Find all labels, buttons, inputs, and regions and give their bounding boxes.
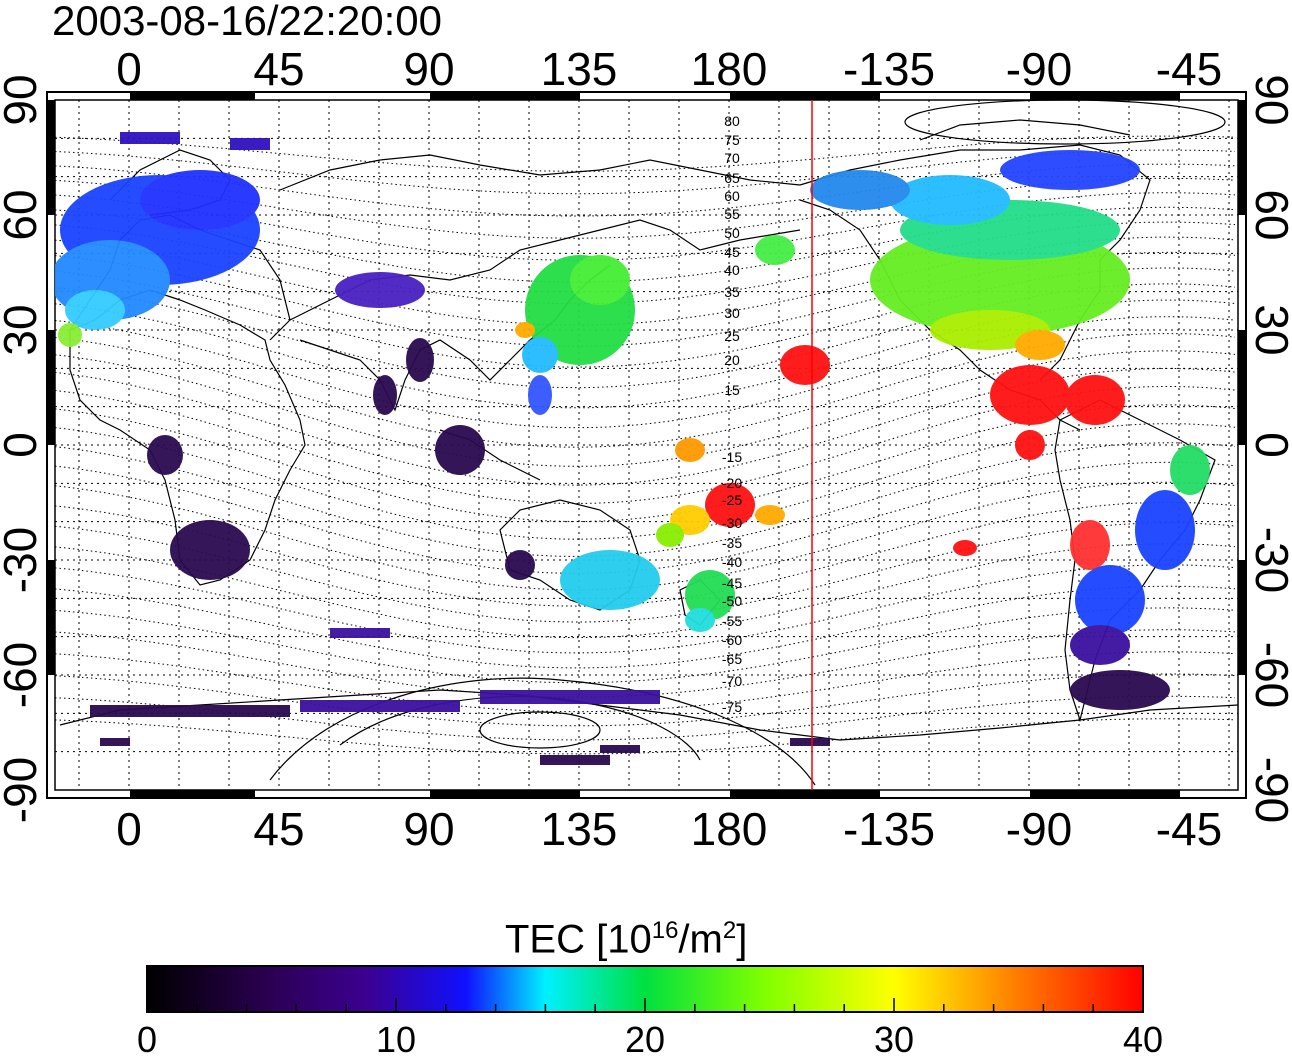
contour-label: -35: [722, 535, 742, 551]
contour-label: -60: [722, 632, 742, 648]
lon-tick-bottom: -90: [1006, 803, 1072, 855]
lon-tick-bottom: 45: [253, 803, 304, 855]
lon-tick-top: 135: [541, 43, 618, 95]
contour-label: -70: [722, 673, 742, 689]
contour-label: 80: [724, 113, 740, 129]
lon-tick-top: -90: [1006, 43, 1072, 95]
lon-tick-top: -135: [843, 43, 935, 95]
axis-labels: 0045459090135135180180-135-135-90-90-45-…: [0, 43, 1292, 855]
lon-tick-top: -45: [1156, 43, 1222, 95]
contour-label: -50: [722, 593, 742, 609]
lat-tick-left: -90: [0, 757, 46, 823]
colorbar-tick-label: 30: [873, 1019, 915, 1060]
contour-label: -20: [722, 475, 742, 491]
colorbar-tick-label: 40: [1122, 1019, 1164, 1060]
contour-label: 45: [724, 244, 740, 260]
contour-label: -55: [722, 613, 742, 629]
contour-label: 70: [724, 150, 740, 166]
lat-tick-right: -90: [1246, 757, 1292, 823]
lat-tick-right: 30: [1246, 304, 1292, 355]
contour-label: 65: [724, 170, 740, 186]
contour-labels: 80 75 70 65 60 55 50 45 40 35 30 25 20 15 -15 -20-25 -30…: [722, 113, 742, 715]
tec-data: [55, 132, 1210, 765]
lat-tick-left: 90: [0, 74, 46, 125]
contour-label: -25: [722, 492, 742, 508]
lon-tick-bottom: -45: [1156, 803, 1222, 855]
contour-label: 75: [724, 132, 740, 148]
contour-label: 20: [724, 352, 740, 368]
contour-label: 35: [724, 284, 740, 300]
lon-tick-bottom: 180: [691, 803, 768, 855]
lat-tick-left: -60: [0, 642, 46, 708]
lat-tick-right: -30: [1246, 527, 1292, 593]
contour-label: 15: [724, 382, 740, 398]
lat-tick-left: 30: [0, 304, 46, 355]
colorbar-tick-label: 0: [136, 1019, 158, 1060]
contour-label: -15: [722, 449, 742, 465]
contour-label: 40: [724, 262, 740, 278]
contour-label: 60: [724, 188, 740, 204]
lon-tick-top: 90: [403, 43, 454, 95]
frame-ticks: [47, 92, 1246, 798]
contour-label: 50: [724, 225, 740, 241]
lon-tick-top: 45: [253, 43, 304, 95]
contour-label: 55: [724, 206, 740, 222]
lon-tick-top: 180: [691, 43, 768, 95]
lat-tick-right: 60: [1246, 189, 1292, 240]
lon-tick-bottom: -135: [843, 803, 935, 855]
contour-label: -65: [722, 651, 742, 667]
lat-tick-right: -60: [1246, 642, 1292, 708]
contour-label: -40: [722, 554, 742, 570]
colorbar-tick-label: 20: [624, 1019, 666, 1060]
colorbar-tick-marks: [146, 998, 1144, 1012]
colorbar-tick-label: 10: [375, 1019, 417, 1060]
lat-tick-left: -30: [0, 527, 46, 593]
lon-tick-bottom: 90: [403, 803, 454, 855]
contour-label: 25: [724, 328, 740, 344]
plot-title: 2003-08-16/22:20:00: [52, 0, 442, 44]
lat-tick-left: 0: [0, 432, 46, 458]
colorbar-title: TEC [1016/m2]: [505, 917, 748, 962]
contour-label: -30: [722, 515, 742, 531]
contour-label: -75: [722, 699, 742, 715]
lon-tick-top: 0: [116, 43, 142, 95]
coastlines: [59, 119, 1238, 741]
lat-tick-right: 90: [1246, 74, 1292, 125]
lat-tick-left: 60: [0, 189, 46, 240]
contour-label: 30: [724, 305, 740, 321]
lon-tick-bottom: 0: [116, 803, 142, 855]
lat-tick-right: 0: [1246, 432, 1292, 458]
contour-label: -45: [722, 575, 742, 591]
lon-tick-bottom: 135: [541, 803, 618, 855]
